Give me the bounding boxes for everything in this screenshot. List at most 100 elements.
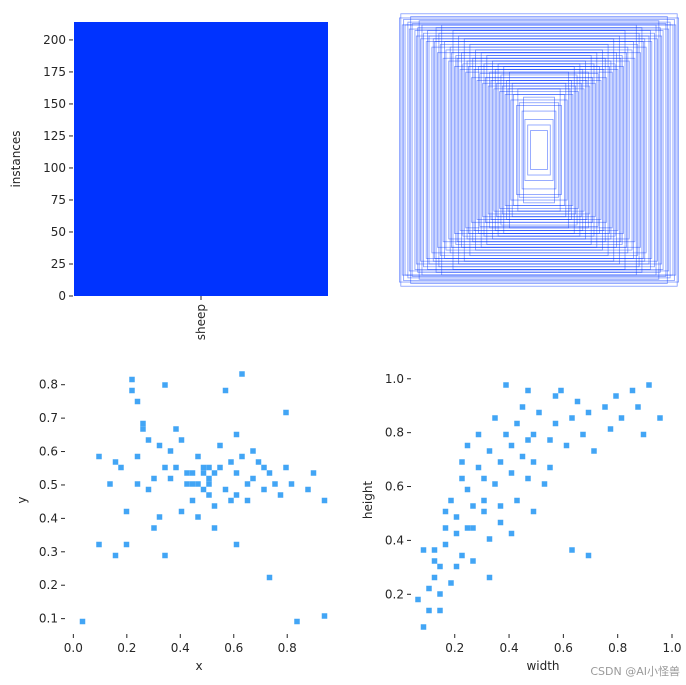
box-outline [524, 119, 554, 181]
box-outline [485, 77, 593, 223]
y-tick-label: 25 [51, 257, 66, 271]
heatmap-cell [261, 464, 267, 471]
bar [74, 22, 328, 296]
heatmap-cell [530, 508, 537, 515]
box-outline [403, 18, 675, 282]
heatmap-cell [151, 525, 157, 531]
heatmap-cell [321, 613, 328, 619]
heatmap-cell [448, 497, 454, 504]
heatmap-cell [492, 481, 498, 487]
heatmap-cell [217, 442, 223, 449]
heatmap-cell [167, 448, 174, 454]
y-tick-label: 200 [43, 33, 66, 47]
box-outline [441, 24, 637, 276]
heatmap-cell [475, 431, 482, 438]
heatmap-cell [266, 574, 273, 581]
heatmap-cell [442, 525, 449, 531]
heatmap-cell [321, 497, 328, 504]
heatmap-cell [167, 475, 174, 482]
heatmap-cell [514, 497, 520, 504]
heatmap-cell [470, 525, 476, 531]
heatmap-cell [618, 415, 625, 421]
heatmap-cell [189, 497, 196, 504]
x-tick-label: 0.2 [117, 641, 136, 655]
heatmap-cell [481, 508, 487, 515]
y-tick-label: 0 [58, 289, 66, 303]
heatmap-cell [508, 470, 515, 476]
x-axis-label: width [526, 659, 559, 673]
y-axis-label: height [361, 481, 375, 520]
box-outline [501, 85, 577, 215]
x-axis-label: x [195, 659, 202, 673]
heatmap-cell [118, 464, 124, 471]
heatmap-cell [250, 475, 256, 482]
heatmap-cell [206, 492, 212, 498]
heatmap-cell [261, 486, 267, 493]
heatmap-cell [536, 409, 542, 416]
heatmap-cell [222, 486, 229, 493]
heatmap-cell [233, 492, 240, 498]
heatmap-cell [508, 530, 515, 537]
heatmap-cell [123, 508, 130, 515]
heatmap-cell [470, 558, 476, 564]
heatmap-cell [200, 464, 207, 471]
box-outline [483, 63, 595, 237]
box-overlay-chart [399, 13, 679, 287]
heatmap-cell [426, 607, 432, 614]
box-outline [435, 27, 643, 273]
x-tick-label: 0.8 [608, 641, 627, 655]
heatmap-cell [486, 574, 493, 581]
x-tick-label: 0.8 [278, 641, 297, 655]
heatmap-cell [211, 525, 218, 531]
box-outline [527, 124, 551, 176]
y-tick-label: 0.6 [385, 480, 404, 494]
y-tick-label: 0.6 [39, 445, 58, 459]
box-outline [479, 73, 599, 227]
heatmap-cell [558, 387, 564, 394]
heatmap-cell [134, 398, 141, 405]
heatmap-cell [437, 591, 443, 597]
heatmap-cell [294, 618, 300, 625]
heatmap-cell [569, 415, 575, 421]
box-outline [469, 43, 609, 257]
y-axis-label: instances [9, 130, 23, 187]
heatmap-cell [497, 459, 504, 465]
box-outline [493, 88, 585, 212]
heatmap-cell [173, 426, 179, 432]
box-outline [455, 55, 623, 245]
heatmap-cell [156, 442, 163, 449]
heatmap-cell [470, 503, 476, 509]
heatmap-cell [239, 453, 245, 460]
heatmap-cell [145, 486, 152, 493]
heatmap-cell [211, 503, 218, 509]
heatmap-cell [602, 404, 608, 410]
heatmap-cell [96, 541, 102, 548]
box-outline [517, 88, 561, 212]
heatmap-cell [431, 558, 438, 564]
y-tick-label: 0.1 [39, 612, 58, 626]
y-tick-label: 0.7 [39, 411, 58, 425]
heatmap-cell [162, 552, 168, 559]
box-outline [408, 28, 670, 272]
heatmap-cell [437, 607, 443, 614]
heatmap-cell [178, 437, 185, 443]
heatmap-cell [233, 431, 240, 438]
heatmap-cell [552, 393, 559, 399]
heatmap-cell [162, 464, 168, 471]
heatmap-cell [211, 470, 218, 476]
heatmap-cell [514, 420, 520, 427]
heatmap-cell [189, 470, 196, 476]
box-outline [511, 82, 567, 218]
heatmap-cell [635, 404, 641, 410]
heatmap-cell [277, 492, 284, 498]
box-outline [500, 74, 578, 226]
box-outline [463, 38, 615, 262]
heatmap-cell [79, 618, 86, 625]
y-tick-label: 50 [51, 225, 66, 239]
heatmap-cell [266, 470, 273, 476]
heatmap-cell [140, 426, 146, 432]
heatmap-cell [530, 459, 537, 465]
y-axis-label: y [15, 496, 29, 503]
box-outline [407, 21, 671, 279]
